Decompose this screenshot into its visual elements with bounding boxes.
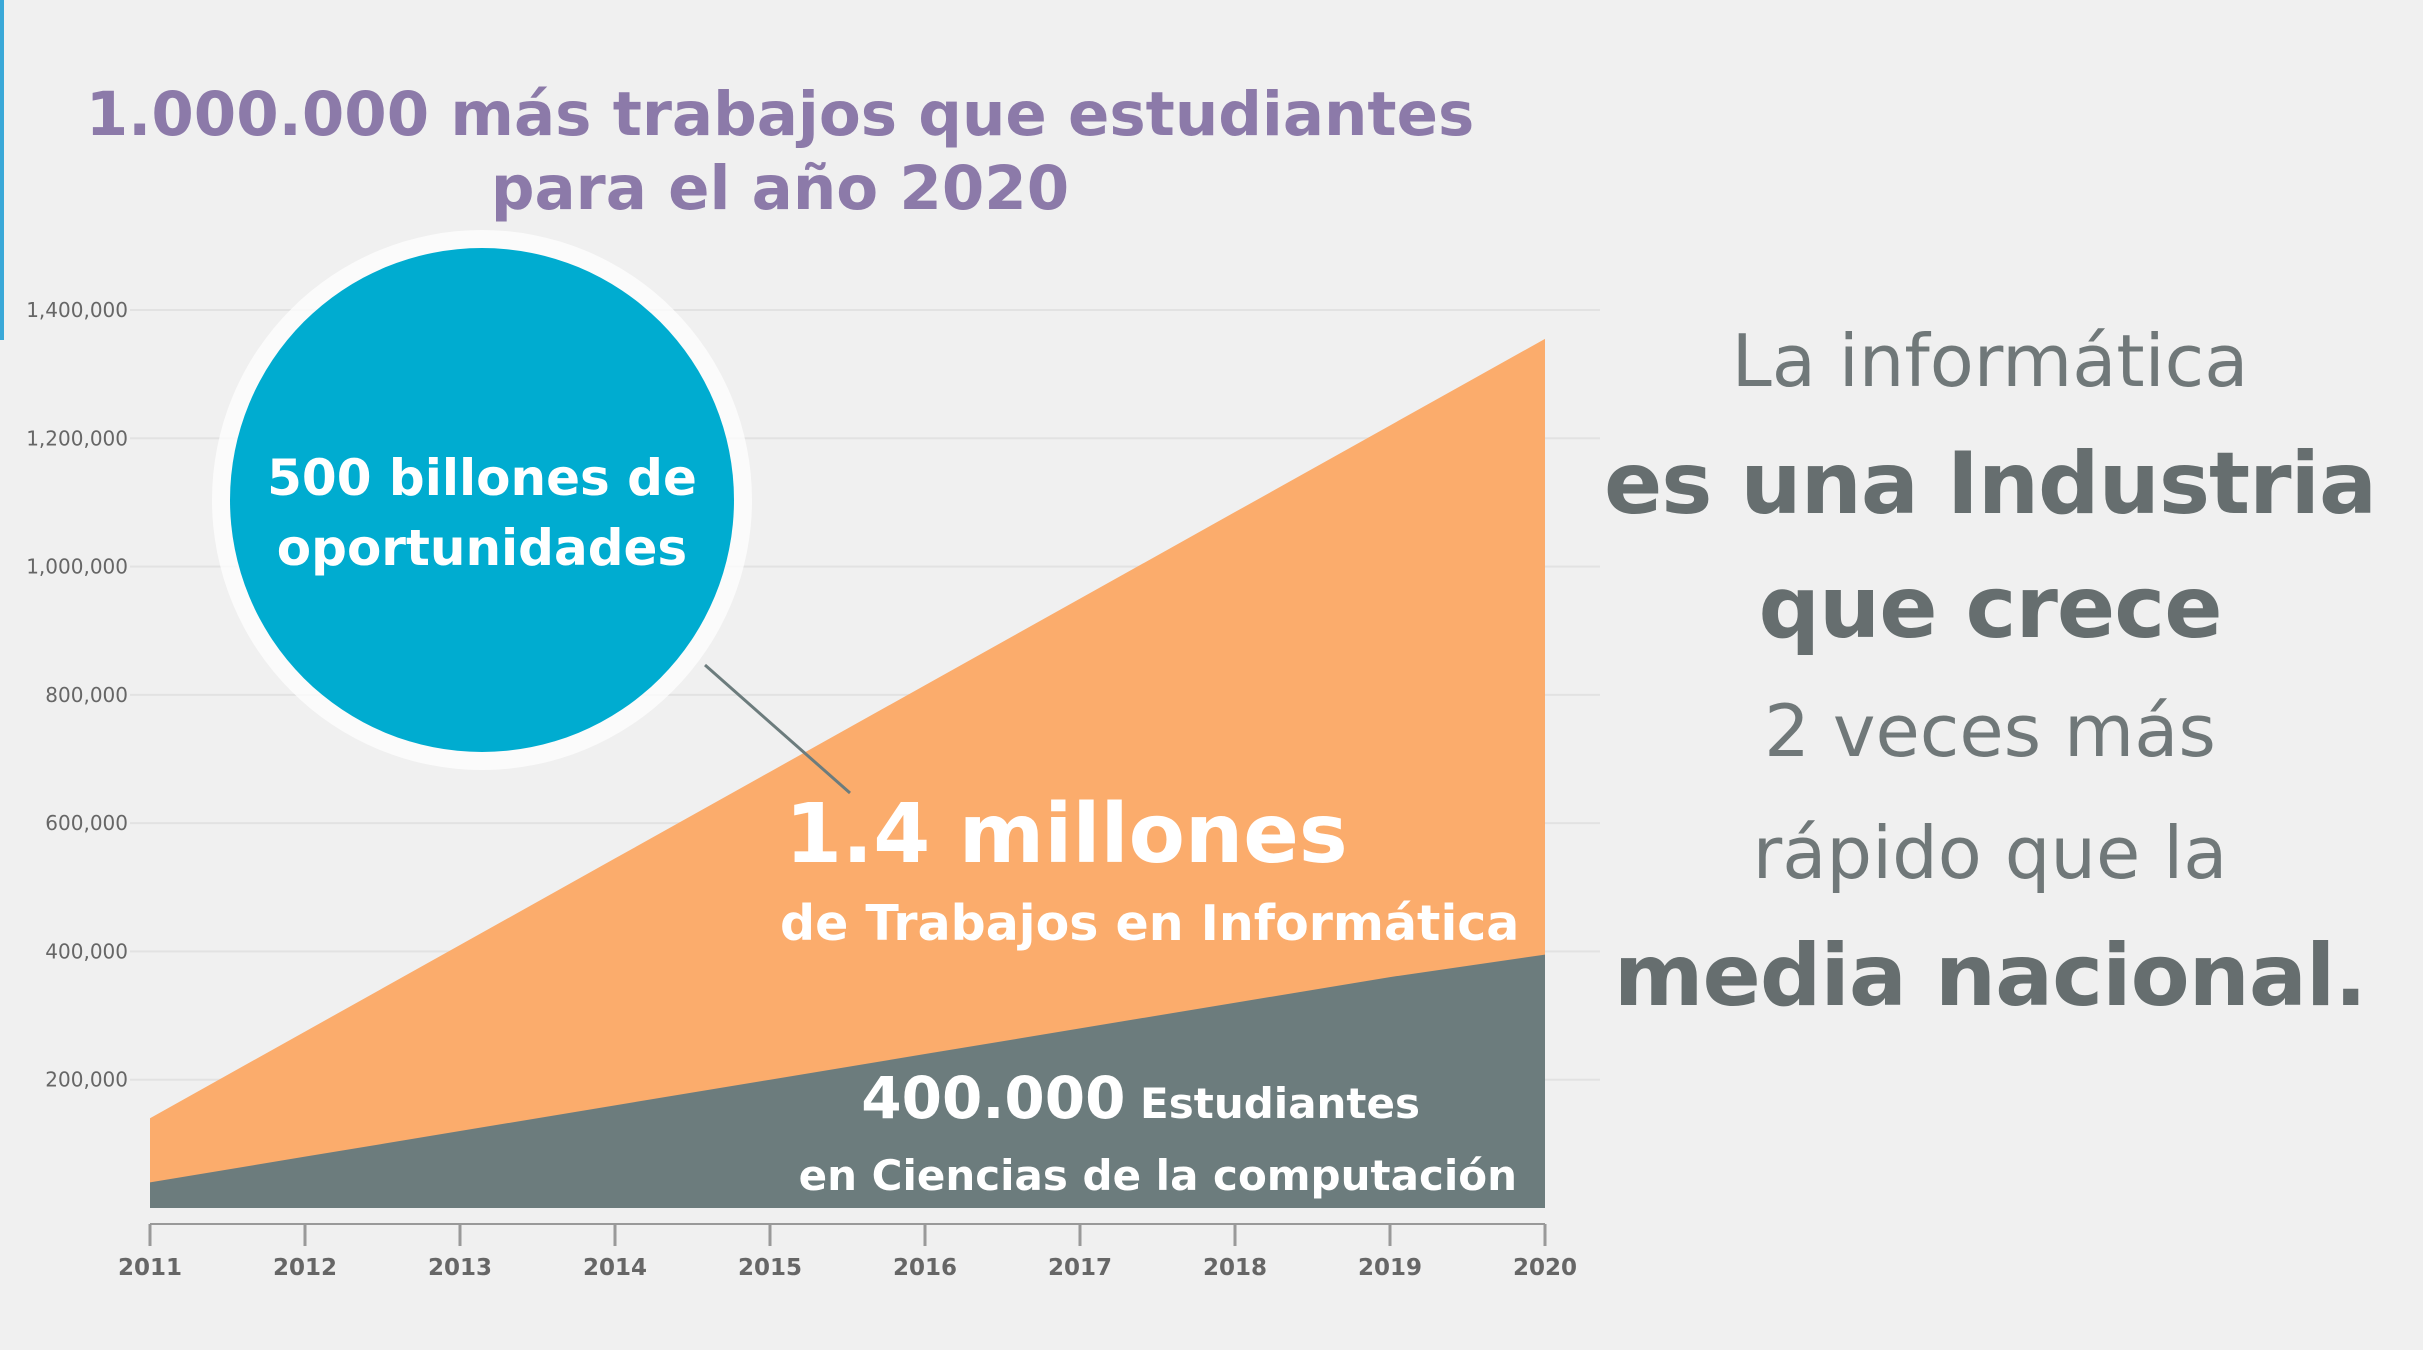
x-tick-label: 2011 <box>118 1255 182 1281</box>
side-line-2: es una Industria <box>1603 434 2377 534</box>
y-tick-label: 600,000 <box>45 811 128 835</box>
opportunities-bubble <box>230 248 734 752</box>
y-axis-ticks: 200,000 400,000 600,000 800,000 1,000,000 1,2… <box>26 298 128 1092</box>
x-axis: 2011 2012 2013 2014 2015 2016 2017 2018 2019 2020 <box>118 1223 1577 1281</box>
side-line-1: La informática <box>1731 319 2249 403</box>
y-tick-label: 1,000,000 <box>26 555 128 579</box>
headline: 1.000.000 más trabajos que estudiantes p… <box>80 78 1480 226</box>
x-tick-label: 2014 <box>583 1255 647 1281</box>
headline-line-1: 1.000.000 más trabajos que estudiantes <box>85 79 1475 150</box>
side-statement: La informática es una Industria que crec… <box>1590 300 2390 1038</box>
x-tick-label: 2018 <box>1203 1255 1267 1281</box>
y-tick-label: 800,000 <box>45 683 128 707</box>
students-area <box>150 954 1545 1208</box>
students-annotation-big: 400.000 Estudiantes <box>861 1064 1420 1132</box>
x-tick-label: 2017 <box>1048 1255 1112 1281</box>
bubble-text-line-2: oportunidades <box>277 519 687 577</box>
x-tick-label: 2020 <box>1513 1255 1577 1281</box>
side-line-5: rápido que la <box>1752 811 2228 895</box>
side-line-3: que crece <box>1758 558 2222 658</box>
left-edge-accent <box>0 0 4 340</box>
x-tick-label: 2012 <box>273 1255 337 1281</box>
x-tick-label: 2016 <box>893 1255 957 1281</box>
jobs-annotation-sub: de Trabajos en Informática <box>780 895 1519 952</box>
x-tick-label: 2019 <box>1358 1255 1422 1281</box>
x-tick-label: 2015 <box>738 1255 802 1281</box>
y-tick-label: 1,400,000 <box>26 298 128 322</box>
y-tick-label: 400,000 <box>45 939 128 963</box>
side-line-6: media nacional. <box>1613 926 2367 1026</box>
students-annotation-word: Estudiantes <box>1125 1079 1420 1128</box>
area-chart: 200,000 400,000 600,000 800,000 1,000,000 1,2… <box>26 230 1600 1281</box>
students-annotation-sub: en Ciencias de la computación <box>799 1151 1517 1200</box>
jobs-area <box>150 338 1545 1209</box>
bubble-text-line-1: 500 billones de <box>267 449 697 507</box>
y-tick-label: 200,000 <box>45 1068 128 1092</box>
students-annotation-number: 400.000 <box>861 1064 1125 1132</box>
side-line-4: 2 veces más <box>1764 689 2216 773</box>
jobs-annotation-big: 1.4 millones <box>785 787 1348 882</box>
headline-line-2: para el año 2020 <box>490 153 1070 224</box>
x-tick-label: 2013 <box>428 1255 492 1281</box>
bubble-connector <box>704 663 851 795</box>
y-tick-label: 1,200,000 <box>26 426 128 450</box>
